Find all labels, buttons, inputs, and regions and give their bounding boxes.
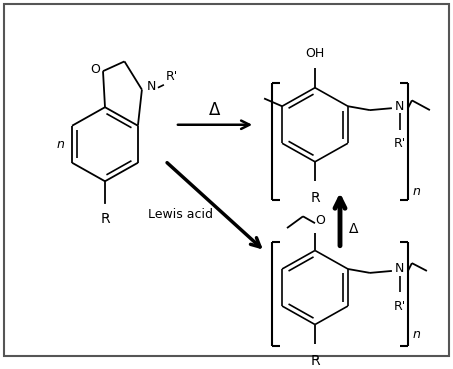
Text: R: R: [100, 213, 110, 227]
Text: N: N: [395, 262, 405, 276]
Text: N: N: [395, 100, 405, 113]
Text: R: R: [310, 191, 320, 205]
Text: n: n: [56, 138, 64, 151]
Text: n: n: [413, 328, 421, 341]
Text: R: R: [310, 354, 320, 368]
Text: $\Delta$: $\Delta$: [208, 101, 222, 119]
Text: Lewis acid: Lewis acid: [148, 208, 213, 221]
Text: OH: OH: [305, 48, 325, 61]
Text: R': R': [394, 137, 406, 151]
Text: n: n: [413, 186, 421, 199]
Text: O: O: [90, 63, 100, 76]
Text: R': R': [166, 70, 178, 83]
Text: $\Delta$: $\Delta$: [348, 222, 359, 236]
Text: N: N: [147, 80, 157, 93]
Text: O: O: [315, 214, 325, 227]
Text: R': R': [394, 300, 406, 313]
